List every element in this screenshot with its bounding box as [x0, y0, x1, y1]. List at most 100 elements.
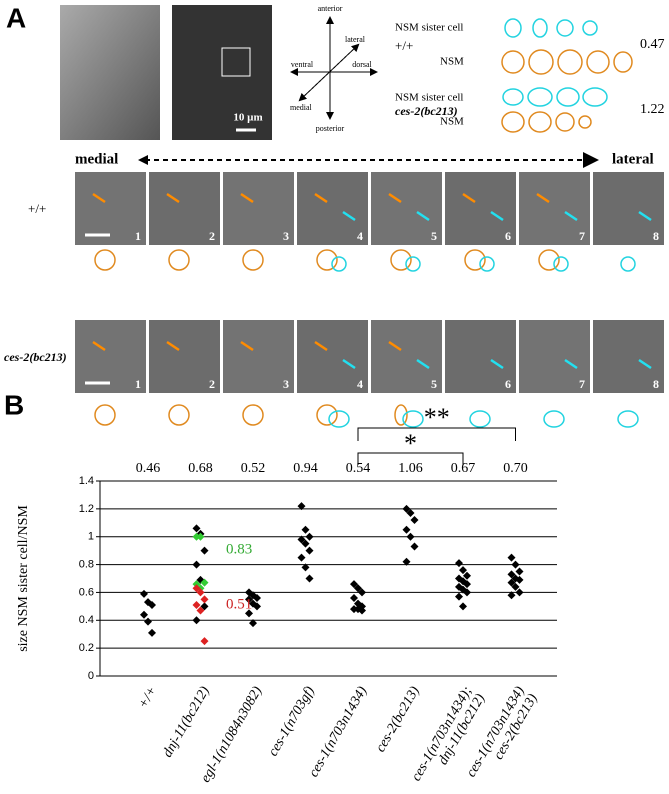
legend-sister: NSM sister cell	[395, 92, 463, 104]
data-point	[358, 588, 366, 597]
data-point	[297, 553, 306, 562]
data-point	[507, 591, 516, 600]
data-point	[459, 602, 467, 611]
mean-label: 0.52	[241, 461, 266, 476]
data-point	[305, 574, 314, 583]
data-point	[196, 588, 205, 597]
strips: +/+ 1 2 3 4 5 6 7 8 ces-2(bc213) 1 2 3 4 5 6 7 8	[4, 172, 664, 428]
y-tick-label: 0.2	[79, 642, 94, 654]
annotation: 0.83	[226, 541, 252, 557]
frame-number: 1	[135, 377, 141, 391]
x-tick-label: ces-1(n703gf)	[266, 684, 318, 759]
y-tick-label: 1	[88, 531, 94, 543]
sister-outline	[617, 410, 639, 428]
significance-bracket	[357, 427, 516, 441]
frame-image	[519, 172, 590, 245]
row-label: ces-2(bc213)	[4, 350, 67, 364]
sister-outline	[405, 256, 421, 272]
sister-outline	[479, 256, 495, 272]
data-point	[200, 637, 209, 646]
nsm-arrow	[388, 192, 402, 204]
inset-box	[221, 47, 251, 77]
nsm-arrow	[536, 192, 550, 204]
data-point	[253, 602, 261, 611]
data-point	[245, 609, 253, 618]
frame-number: 4	[357, 377, 363, 391]
legend-ratio: 1.22	[640, 102, 665, 117]
data-point	[301, 539, 310, 548]
data-point	[144, 617, 152, 626]
axis-label: lateral	[345, 35, 366, 44]
sister-outline	[469, 410, 491, 428]
data-point	[297, 535, 306, 544]
data-point	[305, 546, 314, 555]
row-label: +/+	[28, 201, 46, 216]
panel-label: A	[6, 2, 26, 33]
frame-number: 5	[431, 229, 437, 243]
data-point	[507, 553, 516, 562]
data-point	[192, 560, 201, 569]
data-point	[410, 516, 419, 524]
nsm-arrow	[166, 340, 180, 352]
nsm-arrow	[314, 192, 328, 204]
data-point	[192, 524, 201, 533]
sister-arrow	[638, 358, 652, 370]
frame-image	[445, 172, 516, 245]
data-point	[515, 588, 524, 597]
frame-image	[149, 320, 220, 393]
frame-image	[223, 320, 294, 393]
data-point	[515, 575, 524, 584]
data-point	[140, 610, 148, 619]
legend-nsm: NSM	[440, 56, 464, 68]
nsm-arrow	[314, 340, 328, 352]
frame-image	[223, 172, 294, 245]
direction-label: lateral	[612, 151, 654, 167]
x-tick-label: ces-2(bc213)	[373, 684, 423, 755]
sister-arrow	[564, 210, 578, 222]
data-point	[511, 582, 520, 591]
axis-label: dorsal	[352, 60, 372, 69]
sister-arrow	[490, 210, 504, 222]
sister-outline	[402, 410, 424, 428]
y-tick-label: 0.8	[79, 558, 94, 570]
frame-number: 8	[653, 377, 659, 391]
data-point	[200, 595, 209, 604]
y-tick-label: 1.2	[79, 503, 94, 515]
nsm-arrow	[92, 192, 106, 204]
frame-number: 2	[209, 229, 215, 243]
sister-outline	[620, 256, 636, 272]
data-point	[455, 559, 463, 568]
data-point	[511, 560, 520, 569]
x-tick-label: dnj-11(bc212)	[160, 684, 213, 760]
legend-genotype: +/+	[395, 38, 413, 53]
frame-number: 7	[579, 229, 585, 243]
frame-number: 2	[209, 377, 215, 391]
sister-outline	[553, 256, 569, 272]
sister-arrow	[416, 358, 430, 370]
mean-label: 0.67	[451, 461, 476, 476]
data-point	[463, 571, 471, 580]
frame-number: 5	[431, 377, 437, 391]
data-point	[245, 595, 253, 604]
sister-arrow	[490, 358, 504, 370]
nsm-outline	[168, 404, 190, 426]
mean-label: 0.46	[136, 461, 161, 476]
data-point	[192, 584, 201, 593]
frame-image	[593, 320, 664, 393]
sister-arrow	[416, 210, 430, 222]
data-point	[358, 606, 366, 615]
legend-genotype: ces-2(bc213)	[395, 104, 458, 118]
legend-nsm: NSM	[440, 116, 464, 128]
nsm-outline	[168, 249, 190, 271]
frame-number: 3	[283, 377, 289, 391]
frame-image	[371, 320, 442, 393]
nsm-outline	[242, 249, 264, 271]
frame-number: 6	[505, 229, 511, 243]
data-point	[200, 602, 209, 611]
data-point	[192, 580, 201, 589]
axis-label: posterior	[316, 124, 345, 133]
data-point	[402, 525, 411, 534]
nsm-outline	[242, 404, 264, 426]
orientation-axes	[290, 16, 378, 120]
nsm-arrow	[166, 192, 180, 204]
